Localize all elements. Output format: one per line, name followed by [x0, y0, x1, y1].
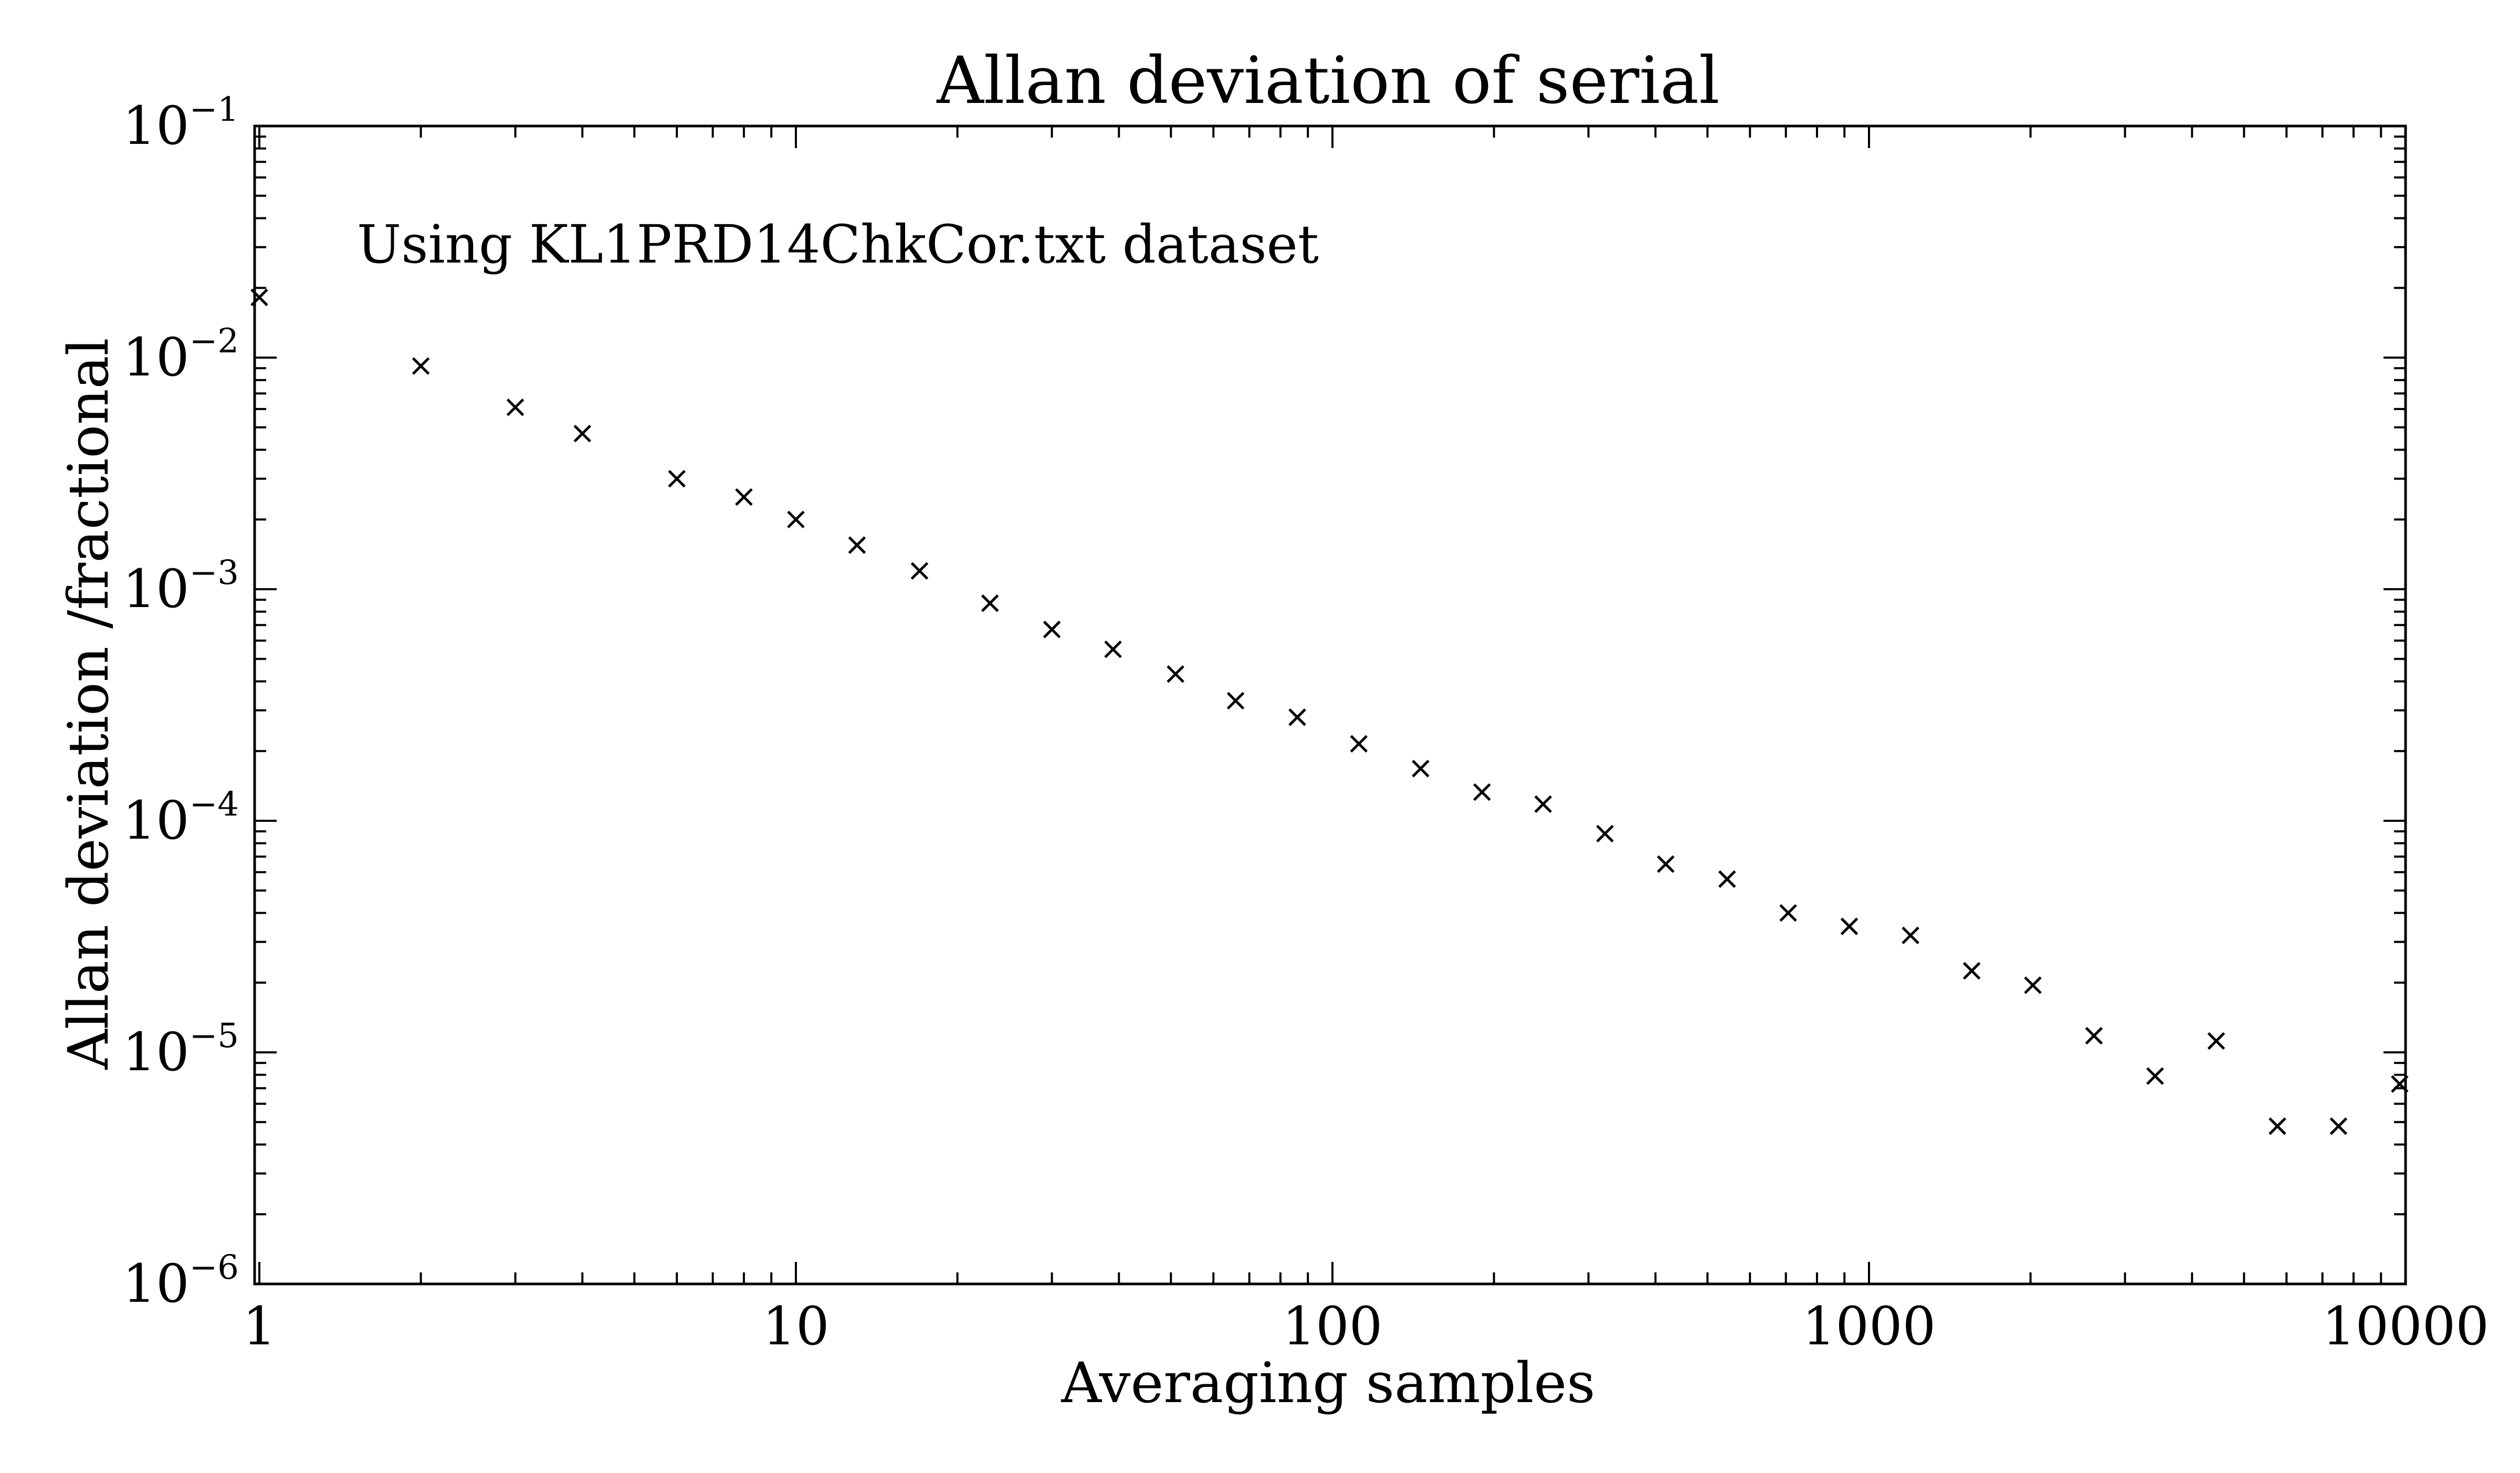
- data-point-marker: [412, 357, 430, 375]
- marker-stroke: [1596, 824, 1614, 843]
- data-point-marker: [1718, 870, 1736, 888]
- marker-stroke: [1779, 904, 1797, 922]
- y-axis-label: Allan deviation /fractional: [56, 338, 121, 1070]
- marker-stroke: [668, 469, 686, 488]
- data-point-marker: [1167, 665, 1184, 683]
- x-tick-label: 10000: [2322, 1296, 2489, 1357]
- data-point-marker: [1350, 735, 1368, 753]
- x-tick-label: 1: [243, 1296, 276, 1357]
- marker-stroke: [1840, 917, 1858, 935]
- marker-stroke: [1534, 795, 1552, 813]
- marker-stroke: [573, 424, 592, 443]
- data-point-marker: [735, 488, 753, 506]
- marker-stroke: [2207, 1032, 2225, 1050]
- data-point-marker: [1226, 692, 1245, 710]
- marker-stroke: [2085, 1027, 2103, 1045]
- marker-stroke: [1167, 665, 1184, 683]
- data-point-marker: [1104, 640, 1122, 659]
- data-point-marker: [2207, 1032, 2225, 1050]
- marker-stroke: [1043, 620, 1061, 639]
- data-point-marker: [1902, 926, 1919, 944]
- y-tick-label: 10−2: [122, 322, 239, 388]
- x-tick-label: 1000: [1802, 1296, 1936, 1357]
- marker-stroke: [1902, 926, 1919, 944]
- y-tick-label: 10−3: [122, 553, 239, 620]
- chart-title: Allan deviation of serial: [936, 43, 1719, 119]
- y-tick-label: 10−5: [122, 1017, 239, 1083]
- marker-stroke: [1226, 692, 1245, 710]
- data-point-marker: [1288, 708, 1306, 726]
- data-point-marker: [848, 536, 866, 554]
- marker-stroke: [506, 398, 524, 416]
- marker-stroke: [981, 594, 999, 612]
- data-point-marker: [1473, 783, 1491, 801]
- data-point-marker: [981, 594, 999, 612]
- data-point-marker: [1043, 620, 1061, 639]
- data-point-marker: [1596, 824, 1614, 843]
- x-axis-label: Averaging samples: [1060, 1351, 1595, 1415]
- data-point-marker: [668, 469, 686, 488]
- data-point-marker: [1534, 795, 1552, 813]
- marker-stroke: [735, 488, 753, 506]
- plot-frame: [253, 124, 2407, 1286]
- data-point-marker: [1840, 917, 1858, 935]
- marker-stroke: [910, 562, 929, 580]
- data-point-marker: [2024, 976, 2042, 994]
- marker-stroke: [1104, 640, 1122, 659]
- marker-stroke: [848, 536, 866, 554]
- marker-stroke: [2269, 1117, 2286, 1135]
- data-point-marker: [1962, 962, 1981, 980]
- data-point-marker: [506, 398, 524, 416]
- marker-stroke: [1718, 870, 1736, 888]
- data-point-marker: [2329, 1117, 2348, 1135]
- data-point-marker: [1412, 759, 1430, 778]
- data-point-marker: [2269, 1117, 2286, 1135]
- data-point-marker: [573, 424, 592, 443]
- marker-stroke: [1473, 783, 1491, 801]
- marker-stroke: [1288, 708, 1306, 726]
- marker-stroke: [1962, 962, 1981, 980]
- data-point-marker: [2085, 1027, 2103, 1045]
- data-point-marker: [910, 562, 929, 580]
- marker-stroke: [2024, 976, 2042, 994]
- x-tick-label: 10: [762, 1296, 829, 1357]
- marker-stroke: [787, 510, 805, 529]
- marker-stroke: [412, 357, 430, 375]
- y-tick-label: 10−1: [122, 90, 239, 156]
- marker-stroke: [2146, 1067, 2164, 1085]
- chart-annotation: Using KL1PRD14ChkCor.txt dataset: [357, 214, 1319, 275]
- data-points: [250, 288, 2409, 1135]
- y-tick-label: 10−6: [122, 1248, 239, 1314]
- data-point-marker: [2146, 1067, 2164, 1085]
- x-tick-label: 100: [1283, 1296, 1383, 1357]
- marker-stroke: [2329, 1117, 2348, 1135]
- axes: 1 10 100 1000 10000 10−1 10−2 10−3 10−4 10−5 10−6: [122, 90, 2489, 1357]
- marker-stroke: [1657, 855, 1675, 873]
- marker-stroke: [1412, 759, 1430, 778]
- marker-stroke: [1350, 735, 1368, 753]
- data-point-marker: [1657, 855, 1675, 873]
- data-point-marker: [1779, 904, 1797, 922]
- data-point-marker: [787, 510, 805, 529]
- y-tick-label: 10−4: [122, 785, 239, 851]
